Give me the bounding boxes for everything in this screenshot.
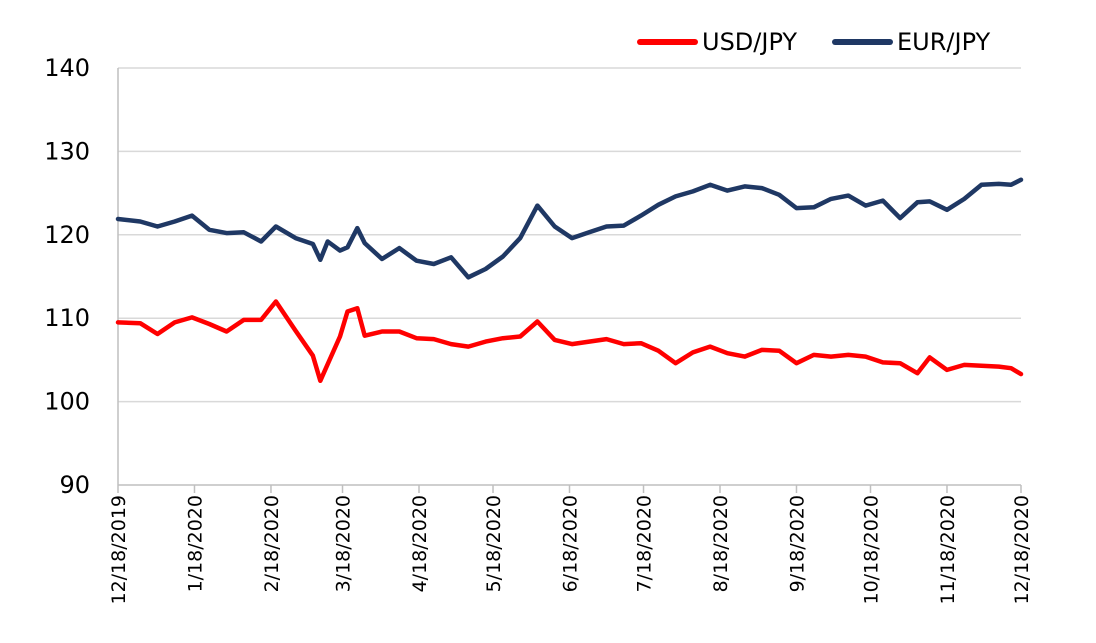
x-tick-label: 9/18/2020: [786, 495, 808, 592]
y-tick-label: 130: [44, 137, 90, 165]
series-line-usdjpy: [115, 299, 1024, 384]
legend-label: USD/JPY: [702, 28, 797, 56]
x-tick-label: 3/18/2020: [333, 495, 355, 592]
x-tick-label: 8/18/2020: [710, 495, 732, 592]
legend-label: EUR/JPY: [897, 28, 991, 56]
y-tick-label: 140: [44, 54, 90, 82]
series-layer: [115, 177, 1024, 384]
x-tick-label: 12/18/2020: [1011, 495, 1033, 605]
x-tick-label: 1/18/2020: [184, 495, 206, 592]
x-axis: 12/18/2019 1/18/2020 2/18/2020 3/18/2020 4/1…: [108, 484, 1033, 605]
x-tick-label: 2/18/2020: [261, 495, 283, 592]
y-tick-label: 120: [44, 221, 90, 249]
x-tick-label: 12/18/2019: [108, 495, 130, 605]
x-tick-label: 6/18/2020: [560, 495, 582, 592]
legend: USD/JPY EUR/JPY: [637, 28, 991, 56]
x-tick-label: 11/18/2020: [937, 495, 959, 605]
y-tick-label: 110: [44, 304, 90, 332]
series-line-eurjpy: [115, 177, 1024, 280]
y-axis: 90 100 110 120 130 140: [44, 54, 119, 499]
x-tick-label: 4/18/2020: [409, 495, 431, 592]
y-tick-label: 100: [44, 388, 90, 416]
y-tick-label: 90: [59, 471, 90, 499]
x-tick-label: 10/18/2020: [861, 495, 883, 605]
x-tick-label: 7/18/2020: [634, 495, 656, 592]
x-tick-label: 5/18/2020: [483, 495, 505, 592]
